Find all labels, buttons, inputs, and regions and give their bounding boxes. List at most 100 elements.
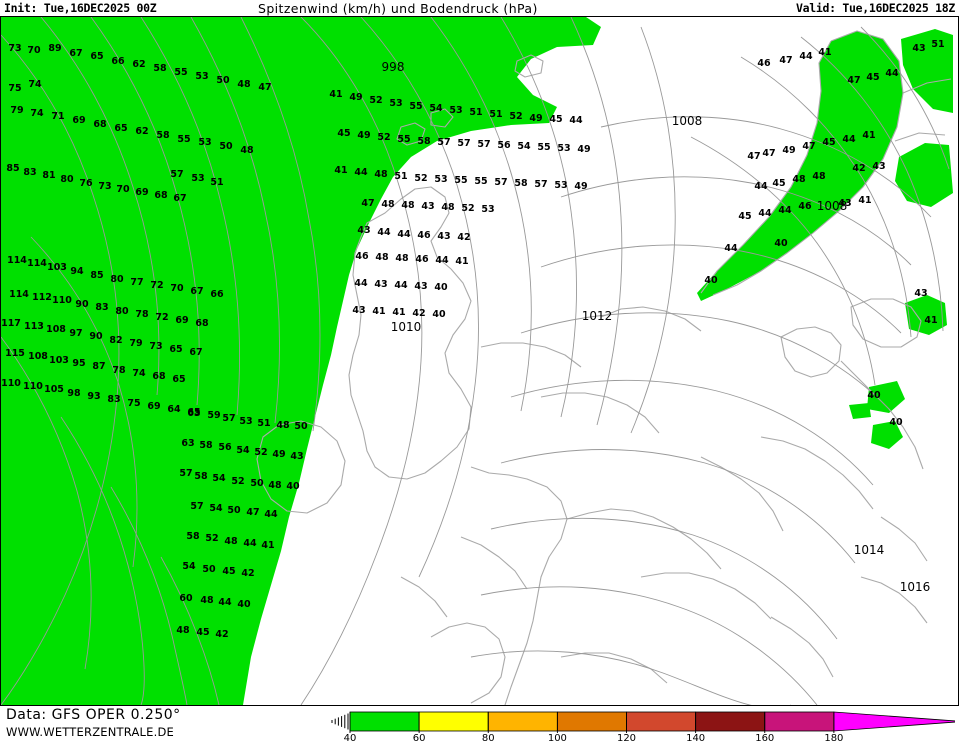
wind-value-label: 57	[179, 468, 192, 479]
legend-band-overflow-arrow[interactable]	[833, 711, 959, 732]
legend-band[interactable]	[626, 711, 697, 732]
wind-value-label: 90	[75, 299, 89, 310]
wind-value-label: 83	[23, 167, 36, 178]
wind-value-label: 53	[191, 173, 204, 184]
wind-value-label: 53	[557, 143, 570, 154]
wind-value-label: 65	[169, 344, 182, 355]
wind-value-label: 63	[187, 408, 200, 419]
wind-value-label: 41	[372, 306, 385, 317]
wind-value-label: 68	[195, 318, 209, 329]
wind-value-label: 45	[222, 566, 235, 577]
wind-value-label: 43	[437, 231, 450, 242]
wind-value-label: 40	[237, 599, 251, 610]
wind-value-label: 57	[534, 179, 547, 190]
wind-value-label: 57	[190, 501, 203, 512]
wind-value-label: 45	[337, 128, 350, 139]
wind-value-label: 58	[194, 471, 208, 482]
wind-value-label: 53	[239, 416, 252, 427]
wind-value-label: 45	[738, 211, 751, 222]
wind-value-label: 48	[276, 420, 290, 431]
legend-band[interactable]	[487, 711, 558, 732]
wind-value-label: 47	[762, 148, 775, 159]
wind-value-label: 43	[872, 161, 885, 172]
wind-value-label: 53	[449, 105, 462, 116]
wind-value-label: 72	[155, 312, 168, 323]
wind-value-label: 83	[107, 394, 120, 405]
wind-value-label: 48	[268, 480, 282, 491]
wind-value-label: 82	[109, 335, 122, 346]
wind-value-label: 48	[374, 169, 388, 180]
pressure-label: 1014	[854, 543, 885, 557]
color-legend[interactable]	[330, 710, 959, 741]
map-panel[interactable]: 998 1008 1008 1010 1012 1014 1016 75 74 73 70 89 67…	[0, 16, 959, 706]
wind-value-label: 69	[135, 187, 148, 198]
wind-value-label: 73	[8, 43, 21, 54]
wind-value-label: 44	[264, 509, 278, 520]
wind-value-label: 52	[461, 203, 474, 214]
wind-value-label: 74	[30, 108, 44, 119]
weather-map-canvas[interactable]: 998 1008 1008 1010 1012 1014 1016 75 74 73 70 89 67…	[1, 17, 958, 705]
pressure-label-group: 998 1008 1008 1010 1012 1014 1016	[382, 60, 931, 594]
wind-value-label: 53	[195, 71, 208, 82]
wind-value-label: 50	[216, 75, 230, 86]
wind-value-label: 42	[412, 308, 425, 319]
wind-value-label: 80	[60, 174, 74, 185]
wind-value-label: 46	[757, 58, 771, 69]
wind-value-label: 40	[774, 238, 788, 249]
wind-value-label: 52	[369, 95, 382, 106]
wind-value-label: 45	[196, 627, 209, 638]
wind-value-label: 68	[154, 190, 168, 201]
legend-band[interactable]	[764, 711, 835, 732]
wind-value-label: 41	[455, 256, 468, 267]
wind-value-label: 42	[215, 629, 228, 640]
wind-value-label: 77	[130, 277, 143, 288]
wind-value-label: 56	[497, 140, 511, 151]
wind-value-label: 41	[818, 47, 831, 58]
wind-value-label: 43	[374, 279, 387, 290]
wind-value-label: 52	[377, 132, 390, 143]
legend-band[interactable]	[418, 711, 489, 732]
pressure-label: 1008	[817, 199, 848, 213]
wind-value-label: 45	[822, 137, 835, 148]
wind-value-label: 43	[290, 451, 303, 462]
wind-value-label: 42	[241, 568, 254, 579]
legend-colorbar[interactable]	[330, 710, 959, 741]
page-title: Spitzenwind (km/h) und Bodendruck (hPa)	[258, 1, 538, 16]
wind-value-label: 48	[200, 595, 214, 606]
wind-value-label: 57	[494, 177, 507, 188]
legend-band-group[interactable]	[349, 711, 959, 732]
wind-value-label: 43	[357, 225, 370, 236]
wind-value-label: 80	[115, 306, 129, 317]
wind-value-label: 58	[156, 130, 170, 141]
wind-value-label: 41	[261, 540, 274, 551]
wind-value-label: 45	[866, 72, 879, 83]
isobar-layer	[1, 17, 950, 705]
wind-value-label: 44	[885, 68, 899, 79]
wind-value-label: 76	[79, 178, 93, 189]
wind-value-label: 54	[236, 445, 250, 456]
wind-value-label: 114	[9, 289, 29, 300]
wind-value-label: 48	[812, 171, 826, 182]
wind-value-label: 62	[135, 126, 148, 137]
wind-value-label: 65	[187, 407, 200, 418]
wind-value-label: 50	[227, 505, 241, 516]
wind-value-label: 44	[377, 227, 391, 238]
wind-value-label: 46	[355, 251, 369, 262]
wind-value-label-group: 75 74 73 70 89 67 65 66 62 58 55 53 50 48 47 79 74 71 69 68…	[1, 39, 945, 640]
legend-band[interactable]	[349, 711, 420, 732]
wind-value-label: 48	[401, 200, 415, 211]
legend-band[interactable]	[695, 711, 766, 732]
wind-value-label: 47	[246, 507, 259, 518]
legend-band[interactable]	[556, 711, 627, 732]
wind-value-label: 55	[474, 176, 487, 187]
wind-value-label: 75	[127, 398, 140, 409]
wind-value-label: 54	[182, 561, 196, 572]
wind-value-label: 44	[435, 255, 449, 266]
wind-value-label: 40	[704, 275, 718, 286]
wind-value-label: 52	[205, 533, 218, 544]
coastline-layer	[256, 30, 952, 705]
wind-value-label: 66	[111, 56, 125, 67]
wind-value-label: 57	[222, 413, 235, 424]
wind-value-label: 57	[457, 138, 470, 149]
wind-value-label: 56	[218, 442, 232, 453]
